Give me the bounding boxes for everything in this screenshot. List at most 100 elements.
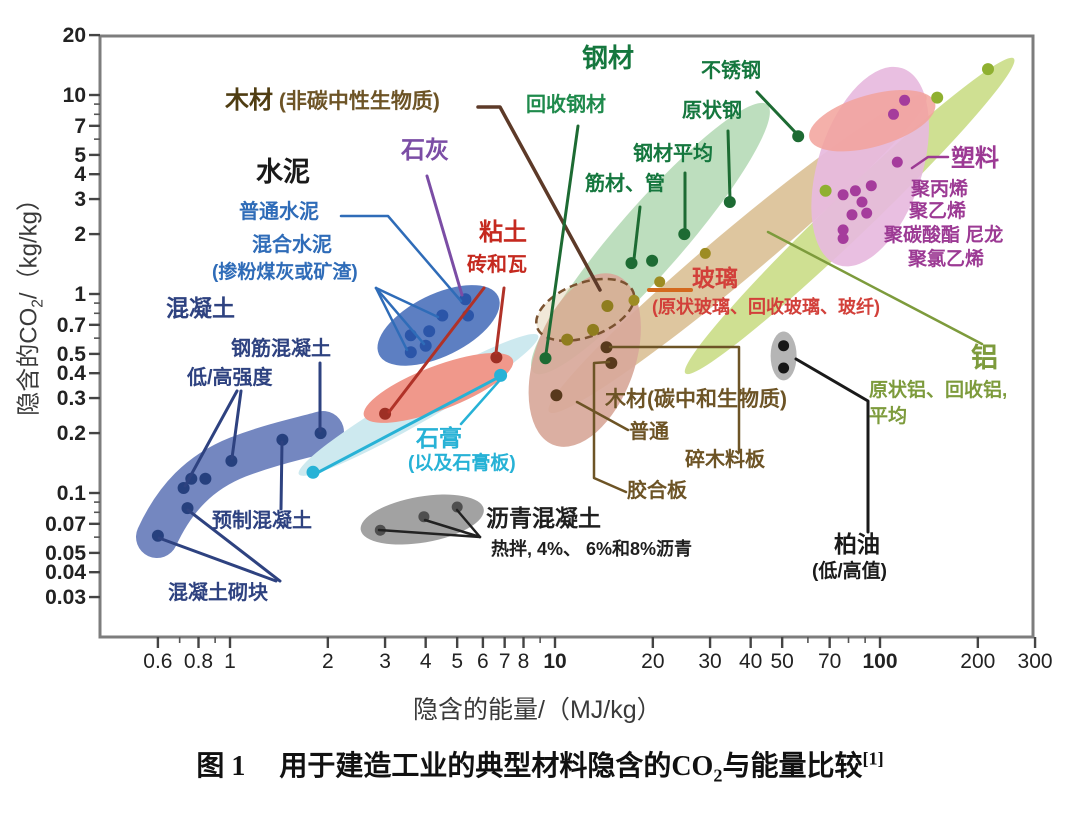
point-cement (436, 309, 449, 322)
y-axis-title-pre: 隐含的CO (15, 307, 43, 416)
y-tick-label: 0.05 (45, 542, 86, 565)
point-tar (778, 340, 790, 352)
y-tick-label: 4 (74, 163, 86, 186)
point-plastics (856, 196, 868, 208)
label-cement-ordinary: 普通水泥 (239, 201, 319, 223)
label-concrete-title: 混凝土 (166, 295, 235, 321)
point-glass (628, 294, 640, 306)
point-asphalt (451, 501, 463, 513)
caption-tail: 与能量比较 (722, 751, 863, 782)
point-wood_ncn (587, 323, 600, 336)
point-steel (625, 257, 638, 270)
x-tick-label: 300 (1018, 650, 1053, 673)
x-tick-label: 50 (770, 650, 793, 673)
leader-recycled-steel (544, 124, 580, 356)
point-wood_ncn (601, 300, 614, 312)
point-aluminum (931, 91, 944, 104)
point-concrete (314, 427, 327, 440)
label-wood-ncn-title: 木材 (225, 87, 273, 114)
y-axis-ticks: 20 10 7 543 2 1 0.7 0.50.40.3 0.2 0.1 0.07 0.050.04… (45, 24, 100, 609)
x-tick-label: 30 (698, 650, 721, 673)
leader-ordinary-cement (339, 214, 463, 303)
y-tick-label: 0.7 (57, 314, 86, 337)
x-tick-label: 5 (451, 650, 463, 673)
leader-precast (279, 440, 284, 511)
point-plastics (888, 108, 899, 120)
leader-tar (794, 357, 870, 534)
point-wood_cn (550, 389, 563, 402)
x-tick-label: 1 (224, 650, 236, 673)
label-precast-concrete: 预制混凝土 (212, 510, 312, 532)
point-clay (490, 351, 503, 364)
label-plywood: 胶合板 (627, 480, 687, 502)
leader-low-high-2 (183, 389, 239, 488)
caption-subscript: 2 (713, 765, 723, 786)
label-pe: 聚乙烯 (909, 201, 967, 222)
leader-lines (157, 90, 984, 583)
point-plastics (891, 156, 903, 168)
leader-gypsum (459, 378, 502, 426)
label-wood-ncn-sub: (非碳中性生物质) (278, 90, 440, 113)
y-axis-title-post: /（kg/kg） (15, 187, 43, 300)
point-steel (723, 196, 736, 208)
label-asphalt-sub: 热拌, 4%、 6%和8%沥青 (491, 539, 693, 559)
label-clay-title: 粘土 (479, 219, 527, 246)
label-steel-title: 钢材 (582, 43, 635, 73)
x-tick-label: 10 (543, 650, 566, 673)
point-recycled_steel (539, 352, 552, 365)
leader-blended-2 (374, 286, 426, 346)
x-tick-label: 0.6 (143, 650, 172, 673)
label-cement-title: 水泥 (256, 157, 310, 187)
leader-blended-1 (374, 286, 440, 319)
x-tick-label: 8 (518, 650, 530, 673)
point-concrete (225, 454, 238, 467)
label-low-high-strength: 低/高强度 (187, 367, 273, 389)
leader-wood-ncn (476, 105, 602, 292)
y-tick-label: 0.03 (45, 586, 86, 609)
leader-asphalt-2 (455, 508, 482, 539)
point-plastics (837, 189, 849, 201)
point-steel (678, 228, 691, 241)
caption-reference: [1] (862, 748, 884, 769)
point-aluminum (819, 184, 832, 197)
y-tick-label: 0.04 (45, 561, 86, 584)
point-aluminum (982, 63, 994, 76)
label-aluminum-sub1: 原状铝、回收铝, (869, 380, 1008, 401)
plot-frame (98, 34, 1035, 639)
label-pvc: 聚氯乙烯 (908, 249, 985, 270)
x-tick-label: 70 (818, 650, 841, 673)
leader-asphalt-1 (377, 528, 482, 539)
point-cement (423, 325, 436, 338)
label-gypsum-paren: (以及石膏板) (408, 453, 516, 474)
label-glass-title: 玻璃 (692, 265, 738, 291)
point-glass (699, 247, 711, 259)
leader-virgin-steel (726, 129, 732, 201)
label-stainless-steel: 不锈钢 (701, 60, 761, 82)
label-pc-nylon: 聚碳酸酯 尼龙 (884, 225, 1004, 246)
point-concrete (276, 433, 289, 446)
y-tick-label: 1 (74, 283, 86, 306)
x-tick-label: 6 (477, 650, 489, 673)
leader-chipboard (608, 345, 741, 454)
y-axis-title: 隐含的CO2/（kg/kg） (9, 91, 48, 511)
point-wood_cn (600, 341, 613, 354)
label-pp: 聚丙烯 (911, 179, 969, 200)
leader-blocks-1 (157, 536, 278, 583)
point-concrete (199, 472, 212, 485)
label-rebar-pipe: 筋材、管 (585, 173, 665, 195)
leader-wood-plain (575, 400, 630, 432)
label-brick-tile: 砖和瓦 (467, 254, 527, 276)
x-axis-ticks: 0.6 0.8 1 2 3 4 5 6 7 8 10 20 30 40 50 70 100 200 300 (143, 637, 1053, 673)
label-concrete-blocks: 混凝土砌块 (168, 582, 268, 604)
y-tick-label: 0.5 (57, 343, 87, 366)
point-plastics (837, 224, 849, 236)
leader-plastics (910, 155, 950, 170)
y-tick-label: 20 (63, 24, 86, 47)
leader-rebar (632, 205, 642, 261)
label-glass-paren: (原状玻璃、回收玻璃、玻纤) (652, 297, 880, 317)
label-lime: 石灰 (401, 137, 449, 164)
label-aluminum-sub2: 平均 (869, 406, 908, 427)
figure-caption: 图 1 用于建造工业的典型材料隐含的CO2与能量比较[1] (0, 744, 1080, 787)
y-tick-label: 3 (74, 188, 86, 211)
